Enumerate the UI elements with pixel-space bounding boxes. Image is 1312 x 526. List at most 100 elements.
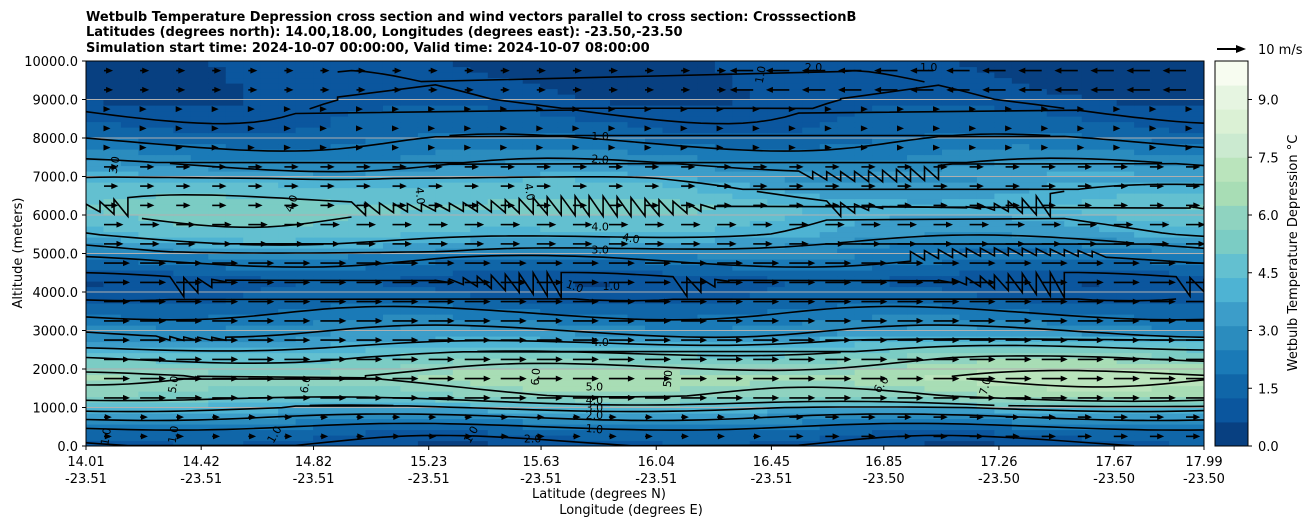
wind-vector-head [681, 433, 689, 440]
field-cell [872, 440, 891, 446]
field-cell [295, 187, 314, 194]
field-cell [313, 341, 332, 348]
field-cell [243, 226, 262, 233]
field-cell [190, 292, 209, 299]
field-cell [1186, 253, 1204, 260]
field-cell [784, 391, 803, 398]
field-cell [120, 110, 140, 117]
field-cell [103, 61, 122, 68]
field-cell [382, 198, 402, 205]
field-cell [1169, 110, 1188, 117]
wind-vector-head [904, 414, 912, 421]
field-cell [278, 116, 297, 123]
wind-vector-head [700, 337, 708, 344]
field-cell [86, 77, 105, 84]
field-cell [662, 88, 681, 95]
field-cell [417, 215, 436, 222]
field-cell [959, 253, 978, 260]
field-cell [714, 66, 733, 73]
field-cell [819, 286, 838, 293]
field-cell [610, 281, 629, 288]
field-cell [243, 116, 262, 123]
field-cell [417, 176, 436, 183]
field-cell [330, 204, 349, 211]
field-cell [679, 149, 699, 156]
field-cell [120, 176, 140, 183]
field-cell [540, 121, 559, 128]
wind-vector-head [916, 317, 924, 324]
field-cell [697, 154, 716, 161]
field-cell [417, 61, 436, 68]
field-cell [1029, 429, 1048, 436]
field-cell [348, 391, 367, 398]
field-cell [802, 303, 821, 310]
field-cell [120, 374, 140, 381]
field-cell [872, 231, 891, 238]
field-cell [994, 149, 1013, 156]
field-cell [802, 116, 821, 123]
field-cell [592, 308, 611, 315]
field-cell [138, 237, 157, 244]
wind-vector-head [1168, 375, 1176, 382]
field-cell [120, 385, 140, 392]
field-cell [907, 127, 926, 134]
field-cell [313, 319, 332, 326]
field-cell [86, 165, 105, 172]
field-cell [1169, 149, 1188, 156]
field-cell [697, 413, 716, 420]
field-cell [1029, 297, 1048, 304]
field-cell [645, 110, 664, 117]
field-cell [225, 308, 244, 315]
field-cell [330, 330, 349, 337]
field-cell [976, 270, 995, 277]
field-cell [994, 391, 1013, 398]
wind-vector-head [717, 414, 725, 421]
field-cell [120, 391, 140, 398]
field-cell [1151, 83, 1170, 90]
field-cell [959, 281, 978, 288]
field-cell [1116, 165, 1135, 172]
field-cell [155, 253, 174, 260]
field-cell [173, 281, 192, 288]
field-cell [278, 72, 297, 79]
wind-vector-head [285, 433, 293, 440]
field-cell [575, 94, 594, 101]
field-cell [348, 330, 367, 337]
field-cell [260, 105, 279, 112]
field-cell [819, 396, 838, 403]
field-cell [941, 297, 961, 304]
field-cell [1134, 88, 1153, 95]
field-cell [802, 77, 821, 84]
field-cell [522, 297, 541, 304]
field-cell [138, 209, 157, 216]
field-cell [714, 413, 733, 420]
field-cell [173, 121, 192, 128]
field-cell [662, 138, 681, 145]
field-cell [487, 149, 506, 156]
wind-vector-head [357, 433, 365, 440]
field-cell [452, 286, 471, 293]
field-cell [1186, 303, 1204, 310]
field-cell [819, 435, 838, 442]
field-cell [1081, 209, 1100, 216]
field-cell [155, 275, 174, 282]
field-cell [348, 88, 367, 95]
field-cell [645, 66, 664, 73]
wind-vector-head [700, 298, 708, 305]
field-cell [557, 308, 576, 315]
field-cell [86, 176, 105, 183]
field-cell [365, 248, 384, 255]
field-cell [1064, 182, 1083, 189]
field-cell [208, 314, 227, 321]
field-cell [959, 226, 978, 233]
field-cell [348, 138, 367, 145]
field-cell [645, 171, 664, 178]
field-cell [417, 165, 436, 172]
field-cell [155, 264, 174, 271]
field-cell [819, 407, 838, 414]
field-cell [365, 193, 384, 200]
field-cell [487, 297, 506, 304]
field-cell [382, 204, 402, 211]
field-cell [470, 154, 489, 161]
field-cell [278, 149, 297, 156]
